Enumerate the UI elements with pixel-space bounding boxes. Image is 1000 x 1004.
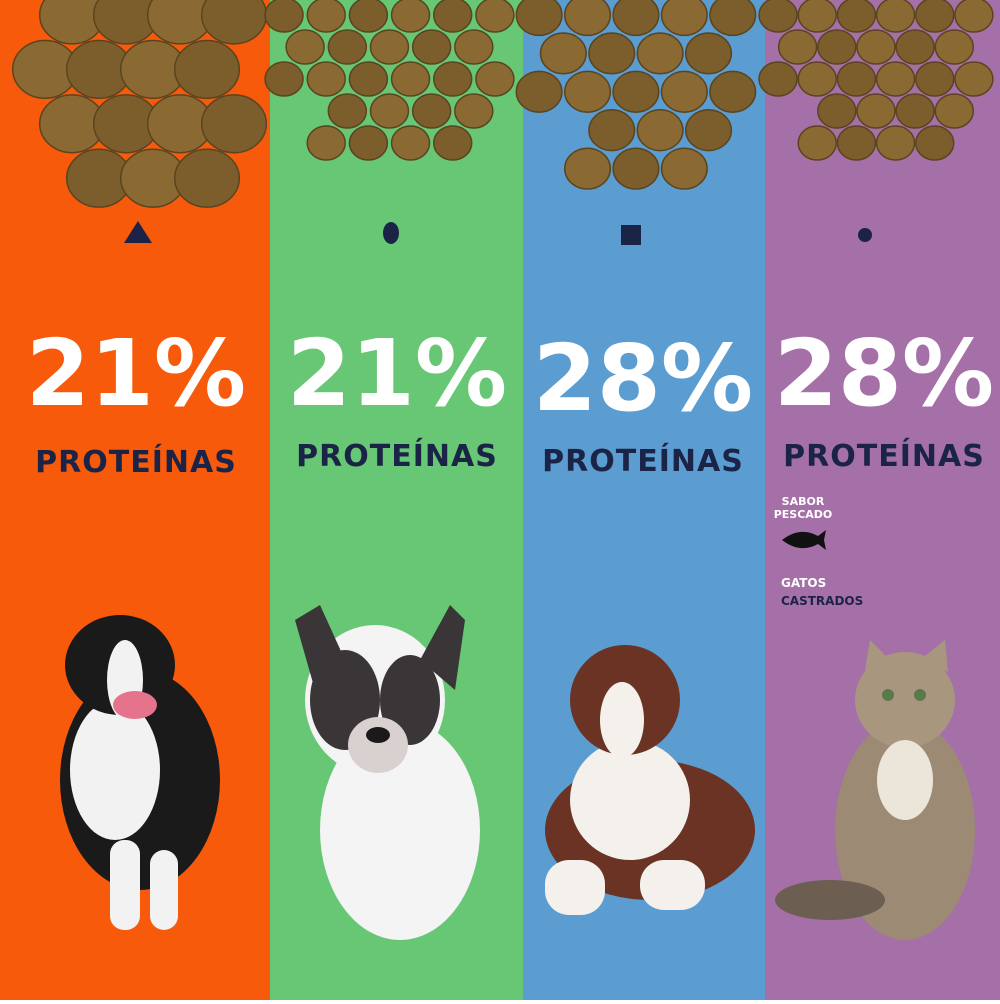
kibble (914, 0, 955, 33)
kibble (173, 39, 241, 100)
kibble (875, 0, 916, 33)
kibble (327, 29, 368, 65)
kibble (588, 32, 636, 75)
label: PROTEÍNAS (542, 443, 744, 479)
kibble (475, 61, 515, 97)
kibble (758, 0, 798, 33)
kibble (563, 70, 612, 113)
flavor-line: SABOR (782, 495, 825, 508)
kibble (264, 61, 304, 97)
kibble (327, 93, 368, 129)
kibble (684, 109, 733, 152)
kibble (348, 61, 389, 97)
kibble (432, 61, 473, 97)
border-collie (60, 615, 220, 930)
kibble-group (11, 0, 994, 208)
kibble (369, 29, 410, 65)
kibble (306, 61, 346, 97)
kibble (934, 93, 975, 129)
percent: 28% (774, 320, 994, 427)
kibble (200, 94, 268, 154)
kibble (636, 32, 684, 75)
kibble (515, 0, 563, 37)
kibble (390, 61, 431, 97)
kibble (411, 29, 452, 65)
kibble (390, 125, 431, 161)
kibble (432, 125, 473, 161)
kibble (684, 32, 733, 75)
triangle-icon (124, 221, 152, 243)
kibble (515, 70, 563, 113)
kibble (856, 93, 896, 129)
kibble (914, 61, 955, 97)
kibble (348, 125, 389, 161)
kibble (954, 61, 994, 97)
kibble (856, 29, 896, 65)
kibble (454, 29, 494, 65)
kibble (836, 0, 877, 33)
kibble (285, 29, 325, 65)
target-line: CASTRADOS (781, 594, 863, 608)
kibble (914, 125, 955, 161)
kibble (264, 0, 304, 33)
fish-icon (782, 530, 826, 550)
kibble (797, 61, 837, 97)
kibble (411, 93, 452, 129)
percent: 28% (533, 325, 753, 432)
kibble (895, 29, 935, 65)
kibble (660, 70, 708, 113)
kibble (173, 148, 241, 208)
kibble (636, 109, 684, 152)
kibble (875, 125, 916, 161)
kibble (563, 0, 612, 37)
kibble (348, 0, 389, 33)
kibble (797, 125, 837, 161)
square-icon (621, 225, 641, 245)
kibble (539, 32, 587, 75)
kibble (390, 0, 431, 33)
kibble (454, 93, 494, 129)
kibble (369, 93, 410, 129)
kibble (777, 29, 818, 65)
kibble (306, 125, 346, 161)
kibble (660, 0, 708, 37)
kibble (612, 70, 660, 113)
kibble (709, 0, 757, 37)
kibble (895, 93, 935, 129)
kibble (475, 0, 515, 33)
kibble (836, 125, 877, 161)
kibble (817, 29, 857, 65)
kibble (588, 109, 636, 152)
dot-icon (858, 228, 872, 242)
label: PROTEÍNAS (783, 438, 985, 474)
flavor-line: PESCADO (774, 508, 833, 521)
kibble (954, 0, 994, 33)
label: PROTEÍNAS (35, 444, 237, 480)
percent: 21% (26, 320, 246, 427)
puppy (545, 645, 755, 915)
french-bulldog (295, 605, 480, 940)
kibble (563, 147, 612, 190)
kibble (612, 147, 660, 190)
oval-icon (383, 222, 399, 244)
kibble (836, 61, 877, 97)
cat (775, 640, 975, 940)
target-line: GATOS (781, 576, 826, 590)
percent: 21% (287, 320, 507, 427)
kibble (934, 29, 975, 65)
label: PROTEÍNAS (296, 438, 498, 474)
kibble (817, 93, 857, 129)
kibble (306, 0, 346, 33)
kibble (875, 61, 916, 97)
kibble (612, 0, 660, 37)
kibble (758, 61, 798, 97)
kibble (797, 0, 837, 33)
kibble (709, 70, 757, 113)
kibble (432, 0, 473, 33)
kibble (660, 147, 708, 190)
